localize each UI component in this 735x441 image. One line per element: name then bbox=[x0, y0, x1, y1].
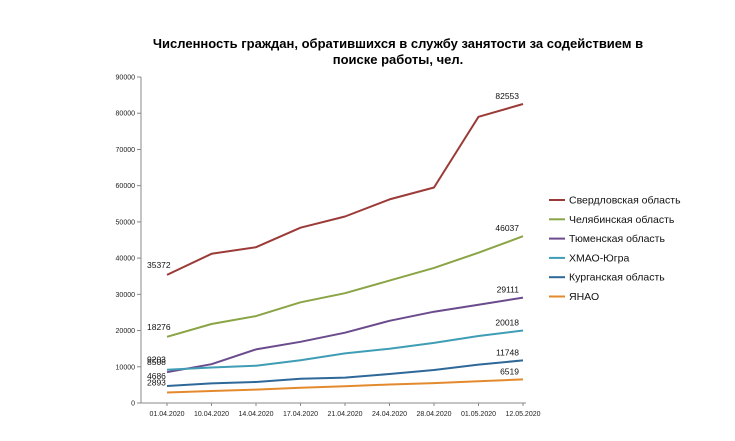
data-label: 6519 bbox=[500, 366, 519, 376]
y-tick-label: 30000 bbox=[116, 292, 136, 299]
legend-label: Свердловская область bbox=[569, 195, 681, 207]
data-label: 8508 bbox=[147, 357, 166, 367]
y-ticks: 0 10000 20000 30000 40000 50000 60000 70000 8000… bbox=[116, 75, 141, 408]
y-tick-label: 60000 bbox=[116, 183, 136, 190]
chart-title-line-1: Численность граждан, обратившихся в служ… bbox=[153, 36, 643, 51]
data-label: 20018 bbox=[495, 317, 519, 327]
legend-label: Тюменская область bbox=[569, 233, 665, 245]
chart-title-line-2: поиске работы, чел. bbox=[333, 52, 464, 67]
x-tick-label: 01.04.2020 bbox=[149, 411, 184, 418]
series-line-2 bbox=[166, 296, 524, 374]
y-tick-label: 0 bbox=[131, 401, 135, 408]
y-tick-label: 20000 bbox=[116, 328, 136, 335]
series-lines bbox=[166, 103, 524, 394]
y-tick-label: 90000 bbox=[116, 75, 136, 82]
x-tick-label: 12.05.2020 bbox=[505, 411, 540, 418]
x-tick-label: 24.04.2020 bbox=[372, 411, 407, 418]
x-tick-label: 21.04.2020 bbox=[327, 411, 362, 418]
series-line-1 bbox=[166, 235, 524, 338]
series-data-labels: 35372 82553 18276 46037 8508 29111 9203 20018 46… bbox=[147, 91, 519, 388]
data-label: 11748 bbox=[496, 347, 519, 357]
y-tick-label: 80000 bbox=[116, 111, 136, 118]
series-line-0 bbox=[166, 103, 524, 276]
x-tick-label: 28.04.2020 bbox=[416, 411, 451, 418]
series-line-3 bbox=[166, 329, 524, 371]
x-tick-label: 01.05.2020 bbox=[461, 411, 496, 418]
legend-label: Курганская область bbox=[569, 272, 665, 284]
data-label: 9203 bbox=[147, 355, 166, 365]
data-label: 2893 bbox=[147, 378, 166, 388]
data-label: 29111 bbox=[497, 285, 520, 295]
x-tick-label: 17.04.2020 bbox=[283, 411, 318, 418]
data-label: 46037 bbox=[495, 223, 519, 233]
data-label: 4686 bbox=[147, 371, 166, 381]
x-tick-label: 14.04.2020 bbox=[238, 411, 273, 418]
data-label: 18276 bbox=[147, 322, 171, 332]
y-tick-label: 10000 bbox=[116, 364, 136, 371]
data-label: 82553 bbox=[495, 91, 519, 101]
legend-label: Челябинская область bbox=[569, 214, 675, 226]
y-tick-label: 70000 bbox=[116, 147, 136, 154]
x-tick-label: 10.04.2020 bbox=[194, 411, 229, 418]
legend-label: ХМАО-Югра bbox=[569, 252, 629, 264]
legend: Свердловская область Челябинская область Т… bbox=[549, 195, 681, 303]
legend-label: ЯНАО bbox=[569, 291, 599, 303]
series-line-5 bbox=[166, 378, 524, 394]
x-ticks: 01.04.2020 10.04.2020 14.04.2020 17.04.2020… bbox=[149, 403, 541, 418]
y-tick-label: 50000 bbox=[116, 219, 136, 226]
series-line-4 bbox=[166, 359, 524, 387]
y-tick-label: 40000 bbox=[116, 256, 136, 263]
data-label: 35372 bbox=[147, 260, 171, 270]
